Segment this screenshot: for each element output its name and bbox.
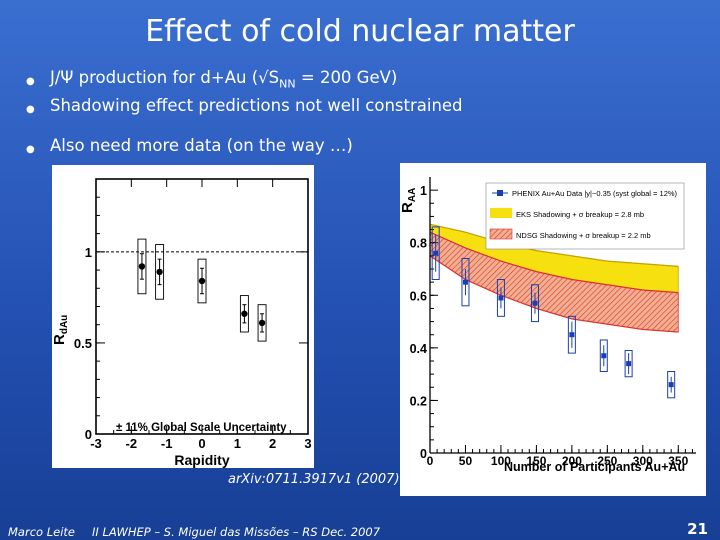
y-tick-label: 0.5	[74, 336, 92, 351]
footer-author: Marco Leite	[8, 525, 75, 539]
systematic-error-box	[257, 304, 267, 342]
y-tick-label: 1	[420, 184, 427, 198]
systematic-error-box	[461, 257, 470, 307]
eks-band-edge	[429, 223, 679, 267]
x-tick-label: -1	[161, 436, 173, 451]
bullet-text: J/Ψ production for d+Au (√S	[50, 68, 280, 87]
footer-conference: II LAWHEP – S. Miguel das Missões – RS D…	[92, 525, 381, 539]
systematic-error-box	[239, 295, 249, 333]
x-tick-label: 100	[491, 454, 511, 468]
systematic-error-box	[624, 349, 633, 378]
data-points	[431, 226, 676, 399]
legend: PHENIX Au+Au Data |y|~0.35 (syst global …	[485, 182, 685, 250]
legend-data-marker	[497, 190, 503, 196]
systematic-error-box	[155, 244, 165, 300]
x-tick-label: 300	[633, 454, 653, 468]
slide-footer: Marco Leite II LAWHEP – S. Miguel das Mi…	[0, 520, 720, 540]
rdau-plot: -3 -2 -1 0 1 2 3 0 0.5 1 RdAu ± 11% Global Scale …	[51, 178, 312, 468]
x-tick-label: 150	[526, 454, 546, 468]
y-tick-label: 0.8	[410, 237, 427, 251]
y-axis-label: RdAu	[52, 315, 70, 345]
y-tick-label: 0	[420, 447, 427, 461]
plot-frame	[95, 178, 309, 435]
systematic-error-box	[599, 339, 608, 373]
legend-ndsg-swatch	[489, 228, 513, 240]
bullet-subscript: NN	[279, 77, 296, 91]
data-point	[498, 295, 504, 301]
y-tick-label: 0.4	[410, 342, 427, 356]
y-tick-label: 1	[85, 245, 92, 260]
x-tick-label: 0	[198, 436, 205, 451]
data-point	[626, 361, 632, 367]
systematic-error-box	[530, 284, 539, 323]
bullet-text: Also need more data (on the way …)	[50, 136, 353, 155]
global-scale-annotation: ± 11% Global Scale Uncertainty	[116, 422, 287, 434]
legend-box	[485, 182, 685, 250]
data-point	[198, 277, 206, 285]
x-tick-label: 350	[668, 454, 688, 468]
bullet-text: Shadowing effect predictions not well co…	[50, 96, 463, 115]
data-point	[433, 250, 439, 256]
bullet-dot-icon: ●	[26, 104, 35, 115]
x-axis-label: Rapidity	[174, 452, 229, 468]
ndsg-band-edge	[429, 231, 679, 294]
data-point	[601, 353, 607, 359]
y-tick-label: 0.2	[410, 394, 427, 408]
bullet-text-tail: = 200 GeV)	[295, 68, 398, 87]
data-point	[462, 279, 468, 285]
data-point	[156, 268, 163, 276]
data-point	[668, 382, 674, 388]
x-tick-label: -2	[126, 436, 138, 451]
x-tick-label: 2	[269, 436, 276, 451]
data-point	[138, 263, 146, 270]
x-tick-label: 50	[459, 454, 473, 468]
legend-label: EKS Shadowing + σ breakup = 2.8 mb	[516, 210, 644, 219]
tick-marks: -3 -2 -1 0 1 2 3 0 0.5 1	[74, 179, 312, 451]
tick-marks: 0 50 100 150 200 250 300 350 0 0.2 0.4 0.6 0.8 1	[410, 184, 693, 468]
systematic-error-box	[496, 279, 505, 317]
systematic-error-box	[567, 315, 576, 354]
x-tick-label: 200	[562, 454, 582, 468]
data-points	[137, 238, 267, 342]
page-number: 21	[687, 520, 708, 538]
bullet-dot-icon: ●	[26, 144, 35, 155]
x-tick-label: 250	[597, 454, 617, 468]
legend-eks-swatch	[490, 208, 512, 218]
y-tick-label: 0	[85, 427, 92, 442]
x-tick-label: -3	[90, 436, 102, 451]
y-axis-label: RAA	[400, 188, 418, 213]
data-point	[532, 300, 538, 306]
data-point	[569, 332, 575, 338]
legend-label: PHENIX Au+Au Data |y|~0.35 (syst global …	[512, 189, 678, 198]
ndsg-band-edge	[429, 255, 679, 333]
data-point	[258, 319, 266, 327]
x-tick-label: 3	[304, 436, 311, 451]
citation: arXiv:0711.3917v1 (2007)	[228, 472, 400, 487]
systematic-error-box	[431, 226, 440, 281]
slide-title: Effect of cold nuclear matter	[145, 14, 575, 49]
x-axis-label: Number of Participants Au+Au	[504, 460, 685, 474]
legend-label: NDSG Shadowing + σ breakup = 2.2 mb	[516, 231, 651, 240]
systematic-error-box	[137, 238, 147, 295]
systematic-error-box	[667, 371, 676, 399]
systematic-error-box	[197, 258, 207, 304]
y-tick-label: 0.6	[410, 289, 427, 303]
x-tick-label: 0	[427, 454, 434, 468]
rdau-plot-panel: -3 -2 -1 0 1 2 3 0 0.5 1 RdAu ± 11% Global Scale …	[51, 165, 314, 468]
bullet-dot-icon: ●	[26, 76, 35, 87]
raa-plot-panel: 0 50 100 150 200 250 300 350 0 0.2 0.4 0.6 0.8 1 RAA …	[399, 163, 706, 496]
x-tick-label: 1	[234, 436, 241, 451]
data-point	[241, 310, 248, 317]
